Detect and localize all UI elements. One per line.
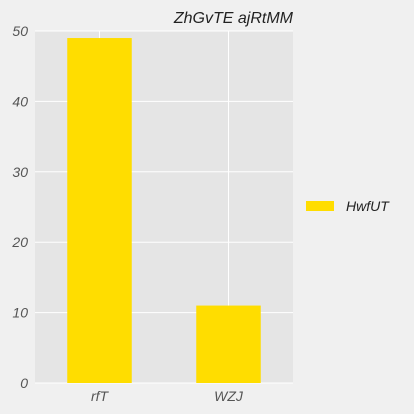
chart-title: ZhGvTE ajRtMM	[173, 10, 294, 27]
legend-label: HwfUT	[346, 198, 390, 214]
y-tick-label: 40	[12, 93, 28, 109]
y-axis-ticks: 0 10 20 30 40 50	[11, 23, 28, 391]
y-tick-label: 50	[12, 23, 28, 39]
y-tick-label: 30	[12, 164, 28, 180]
bars	[67, 38, 261, 383]
x-tick-label: rfT	[91, 388, 110, 404]
y-tick-label: 10	[12, 305, 28, 321]
bar-rfT	[67, 38, 132, 383]
legend-swatch	[306, 201, 334, 211]
y-tick-label: 0	[20, 375, 28, 391]
y-tick-label: 20	[11, 234, 28, 250]
bar-WZJ	[196, 305, 261, 383]
x-axis-ticks: rfT WZJ	[91, 388, 244, 404]
x-tick-label: WZJ	[214, 388, 244, 404]
legend: HwfUT	[306, 198, 390, 214]
